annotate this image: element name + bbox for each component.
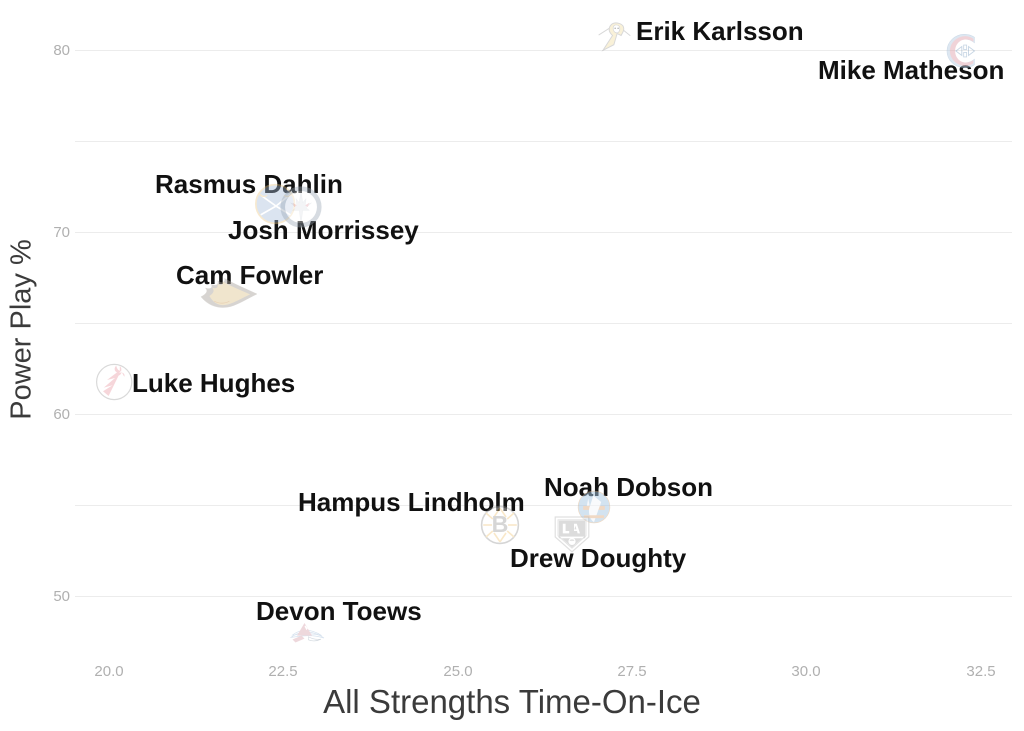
svg-text:B: B: [492, 511, 509, 537]
